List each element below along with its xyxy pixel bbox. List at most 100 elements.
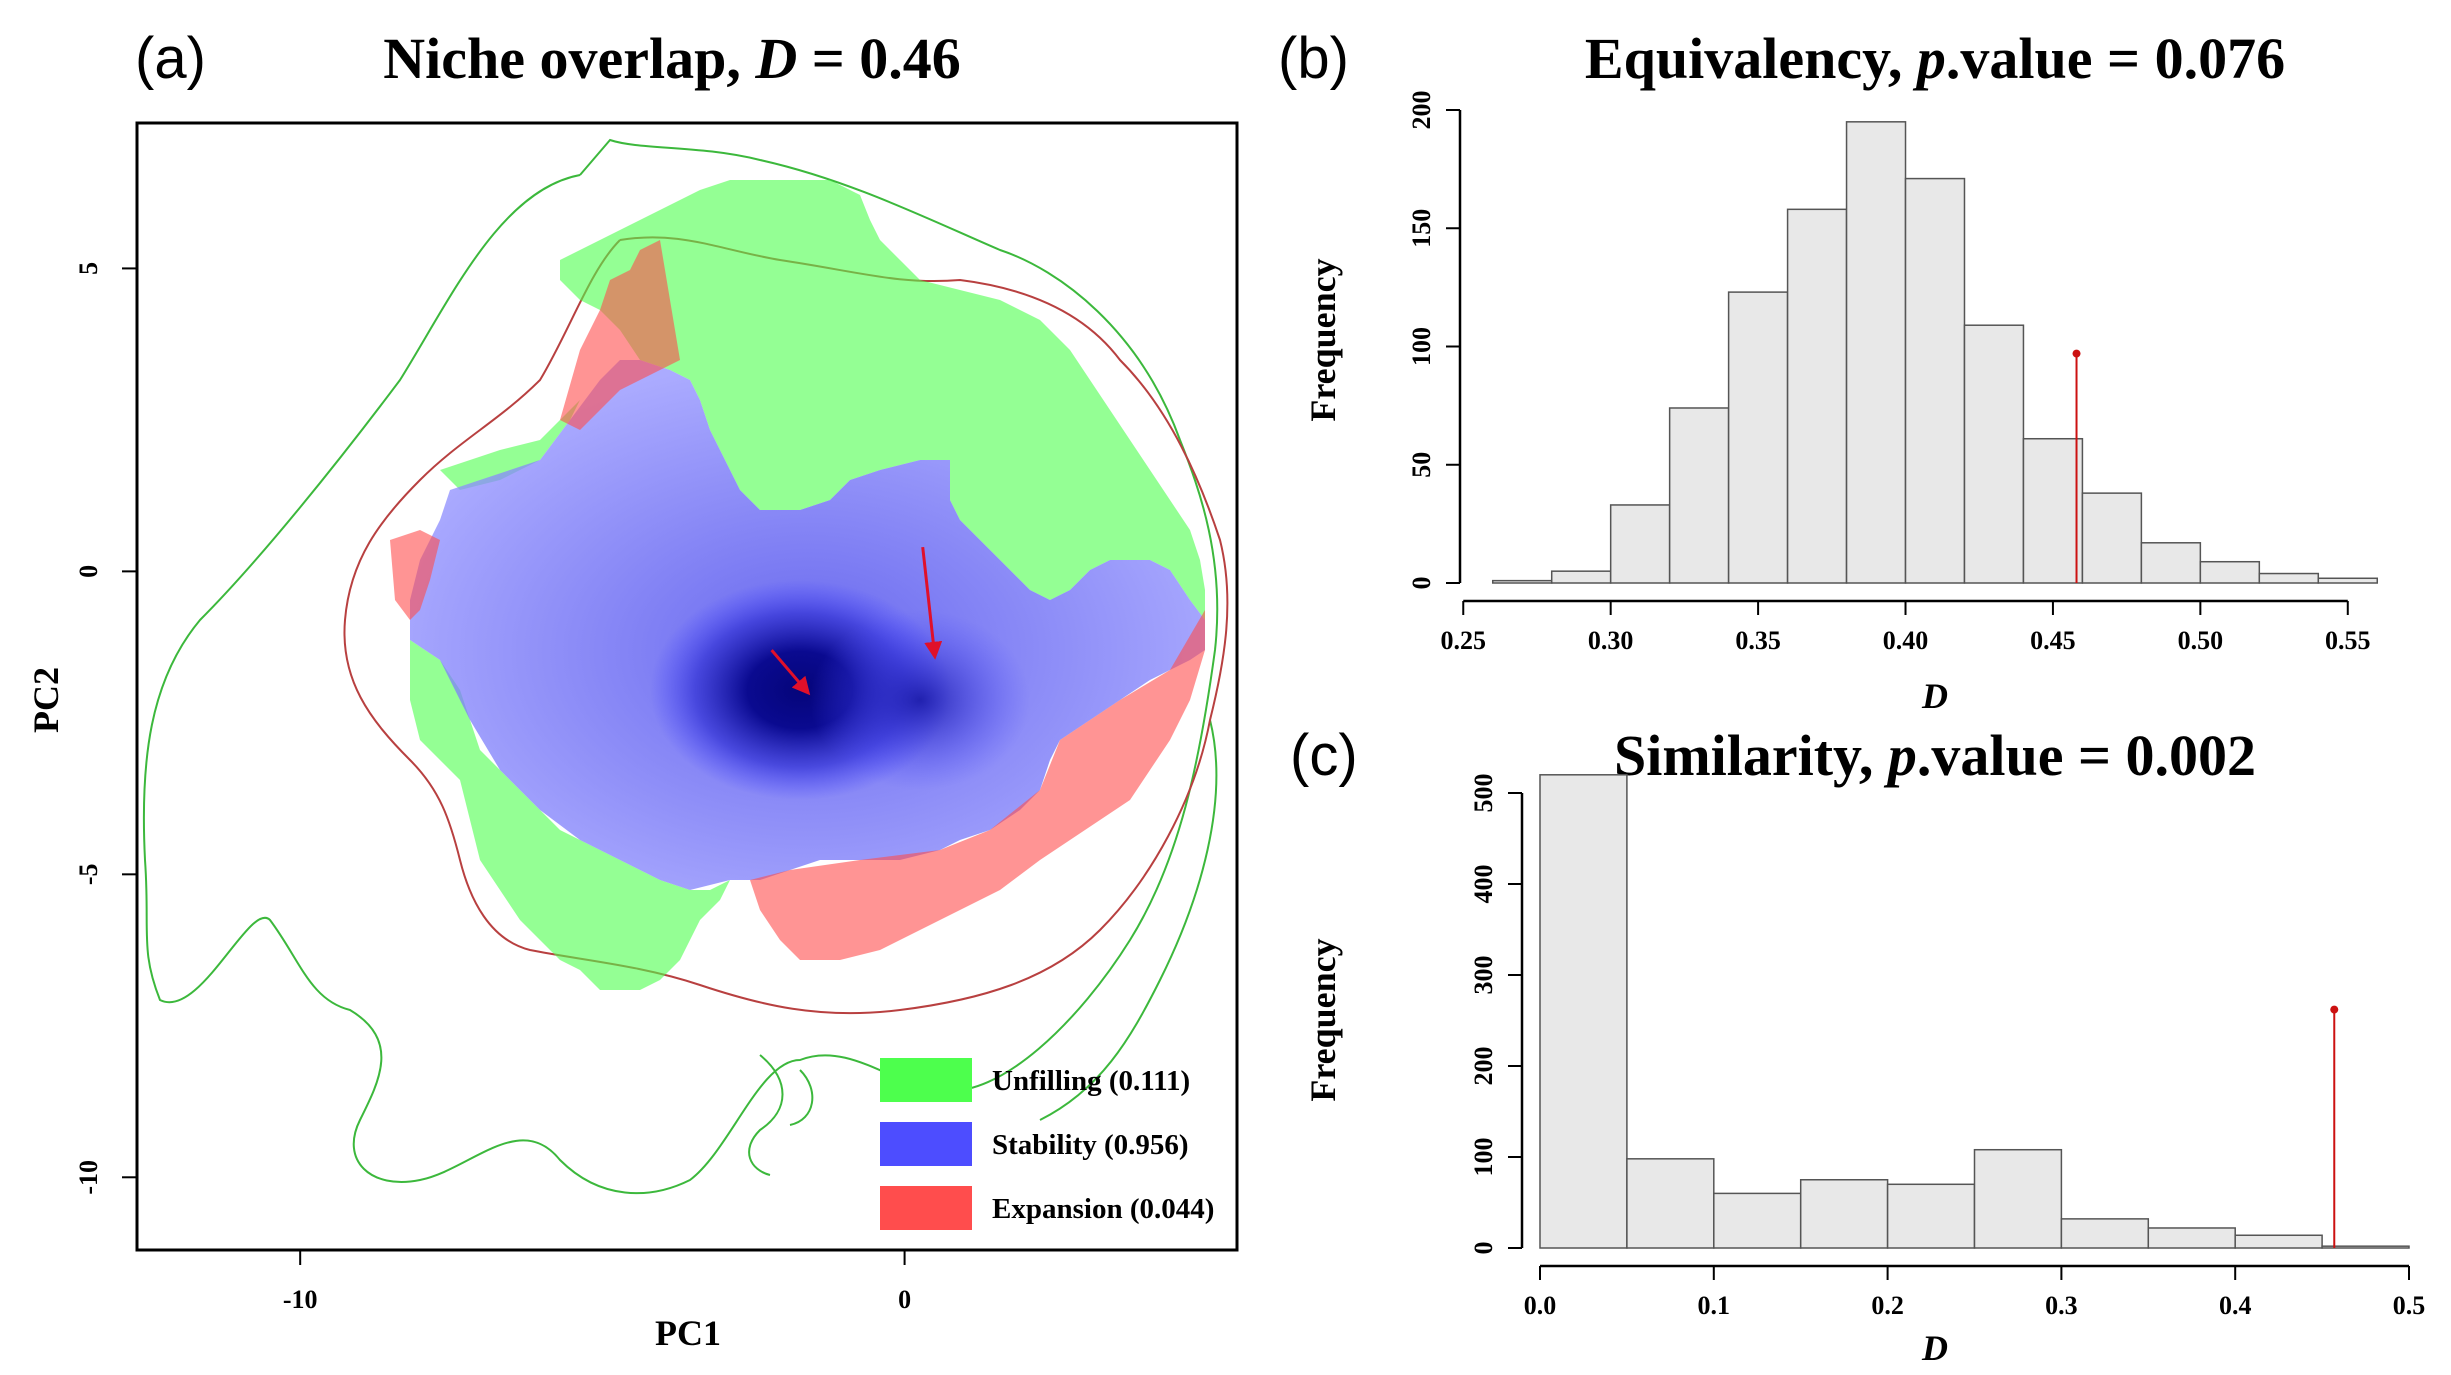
x-tick-label: 0	[898, 1285, 911, 1314]
y-tick-label: 50	[1407, 452, 1436, 478]
panel-a-y-label: PC2	[26, 667, 66, 733]
y-tick-label: 300	[1469, 956, 1498, 995]
panel-b-equivalency: (b) Equivalency, p.value = 0.076 0.25 0.3…	[1278, 26, 2379, 716]
x-tick-label: 0.45	[2030, 626, 2076, 655]
panel-b-histogram	[1491, 121, 2379, 584]
x-tick-label: 0.2	[1871, 1291, 1904, 1320]
histogram-bar	[2060, 1218, 2150, 1249]
centroid-arrows	[770, 546, 943, 696]
y-tick-label: 200	[1469, 1047, 1498, 1086]
legend-swatch	[880, 1058, 972, 1102]
histogram-bar	[1845, 121, 1907, 584]
histogram-bar	[2140, 542, 2202, 584]
x-tick-label: 0.4	[2219, 1291, 2252, 1320]
histogram-bar	[2081, 492, 2143, 584]
histogram-bar	[1626, 1158, 1715, 1249]
density-core-secondary	[810, 610, 1030, 790]
histogram-bar	[2199, 560, 2261, 584]
panel-c-label: (c)	[1290, 723, 1358, 788]
histogram-bar	[1786, 208, 1848, 584]
y-tick-label: 500	[1469, 774, 1498, 813]
panel-c-x-label: D	[1921, 1328, 1948, 1368]
histogram-bar	[2321, 1245, 2410, 1249]
x-tick-label: 0.5	[2393, 1291, 2426, 1320]
panel-a-x-ticks: -10 0	[283, 1250, 911, 1314]
observed-point	[2330, 1005, 2339, 1014]
panel-b-axes: 0.25 0.30 0.35 0.40 0.45 0.50 0.55 0 50 100 150 200	[1407, 91, 2371, 656]
x-tick-label: 0.25	[1441, 626, 1487, 655]
unfilling-region	[560, 180, 1205, 620]
histogram-bar	[1904, 177, 1966, 584]
panel-c-title: Similarity, p.value = 0.002	[1614, 723, 2256, 788]
y-tick-label: 0	[74, 565, 103, 578]
histogram-bar	[1491, 579, 1553, 584]
observed-point	[2072, 349, 2081, 358]
x-tick-label: 0.50	[2178, 626, 2224, 655]
expansion-region-left	[390, 530, 440, 620]
x-tick-label: 0.0	[1524, 1291, 1557, 1320]
panel-b-label: (b)	[1278, 26, 1349, 91]
panel-a-title: Niche overlap, D = 0.46	[383, 26, 961, 91]
histogram-bar	[1668, 407, 1730, 584]
histogram-bar	[1886, 1183, 1976, 1249]
panel-a-x-label: PC1	[655, 1313, 721, 1353]
histogram-bar	[1727, 291, 1789, 584]
histogram-bar	[1963, 324, 2025, 584]
histogram-bar	[1799, 1179, 1889, 1249]
expansion-region-top	[560, 240, 680, 430]
y-tick-label: 100	[1469, 1138, 1498, 1177]
red-contour	[343, 236, 1229, 1015]
inner-green-contour	[748, 719, 1218, 1176]
histogram-bar	[2022, 437, 2084, 584]
y-tick-label: 0	[1407, 577, 1436, 590]
legend-label: Stability (0.956)	[992, 1129, 1189, 1161]
x-tick-label: 0.35	[1735, 626, 1781, 655]
panel-a-y-ticks: 5 0 -5 -10	[74, 262, 137, 1195]
histogram-bar	[1539, 774, 1628, 1249]
panel-b-title: Equivalency, p.value = 0.076	[1585, 26, 2285, 91]
unfilling-region-lower-left	[410, 640, 730, 990]
y-tick-label: -10	[74, 1160, 103, 1195]
x-tick-label: 0.40	[1883, 626, 1929, 655]
panel-a-label: (a)	[135, 26, 206, 91]
centroid-arrow	[770, 649, 811, 696]
panel-c-similarity: (c) Similarity, p.value = 0.002 0.0 0.1 0.…	[1290, 723, 2425, 1368]
x-tick-label: -10	[283, 1285, 318, 1314]
panel-a-legend: Unfilling (0.111) Stability (0.956) Expans…	[880, 1058, 1214, 1230]
x-tick-label: 0.30	[1588, 626, 1634, 655]
legend-swatch	[880, 1122, 972, 1166]
panel-c-y-label: Frequency	[1303, 938, 1343, 1101]
histogram-bar	[2258, 572, 2320, 584]
panel-a-frame	[135, 121, 1239, 1252]
histogram-bar	[1609, 504, 1671, 584]
expansion-region-right	[750, 610, 1205, 960]
histogram-bar	[2147, 1227, 2236, 1249]
legend-label: Unfilling (0.111)	[992, 1065, 1190, 1097]
histogram-bar	[2317, 577, 2379, 584]
y-tick-label: -5	[74, 863, 103, 885]
histogram-bar	[1713, 1192, 1802, 1249]
y-tick-label: 200	[1407, 91, 1436, 130]
y-tick-label: 0	[1469, 1242, 1498, 1255]
panel-b-x-label: D	[1921, 676, 1948, 716]
x-tick-label: 0.1	[1698, 1291, 1731, 1320]
histogram-bar	[1550, 570, 1612, 584]
panel-a-niche-overlap: (a) Niche overlap, D = 0.46	[26, 26, 1239, 1353]
y-tick-label: 150	[1407, 209, 1436, 248]
unfilling-region-left-strip	[440, 360, 600, 490]
histogram-bar	[1973, 1148, 2063, 1249]
centroid-arrow	[921, 546, 943, 660]
x-tick-label: 0.55	[2325, 626, 2371, 655]
legend-swatch	[880, 1186, 972, 1230]
panel-b-y-label: Frequency	[1303, 258, 1343, 421]
outer-green-contour	[142, 138, 1219, 1195]
y-tick-label: 400	[1469, 865, 1498, 904]
x-tick-label: 0.3	[2045, 1291, 2078, 1320]
y-tick-label: 5	[74, 262, 103, 275]
panel-c-axes: 0.0 0.1 0.2 0.3 0.4 0.5 0 100 200 300 400 500	[1469, 774, 2425, 1321]
legend-label: Expansion (0.044)	[992, 1193, 1214, 1225]
panel-c-histogram	[1539, 774, 2410, 1249]
y-tick-label: 100	[1407, 327, 1436, 366]
histogram-bar	[2234, 1234, 2323, 1249]
